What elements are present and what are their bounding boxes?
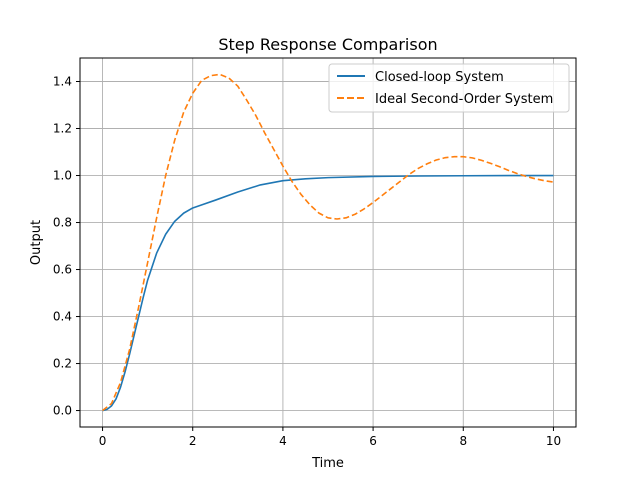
legend-label-ideal-second-order: Ideal Second-Order System [375, 92, 553, 107]
ticks: 0 2 4 6 8 10 0.0 0.2 0.4 0.6 0.8 1.0 1.2 1.4 [53, 75, 561, 448]
closed-loop-series-line [102, 174, 554, 412]
legend: Closed-loop System Ideal Second-Order Sy… [328, 63, 570, 113]
y-tick-label: 0.6 [53, 263, 72, 277]
legend-label-closed-loop: Closed-loop System [375, 70, 504, 85]
y-tick-label: 1.4 [53, 75, 72, 89]
y-tick-label: 1.0 [53, 169, 72, 183]
grid [80, 58, 576, 427]
x-tick-label: 10 [546, 434, 561, 448]
y-tick-label: 0.4 [53, 310, 72, 324]
x-tick-label: 4 [279, 434, 287, 448]
y-tick-label: 0.2 [53, 357, 72, 371]
ideal-second-order-series-line [102, 73, 554, 412]
chart-title: Step Response Comparison [218, 35, 437, 54]
x-tick-label: 6 [369, 434, 377, 448]
x-tick-label: 2 [189, 434, 197, 448]
y-tick-label: 1.2 [53, 122, 72, 136]
y-axis-label: Output [29, 220, 44, 265]
y-tick-label: 0.0 [53, 404, 72, 418]
legend-box [328, 63, 570, 113]
x-axis-label: Time [311, 456, 344, 471]
plot-lines [102, 73, 554, 412]
x-tick-label: 8 [459, 434, 467, 448]
x-tick-label: 0 [99, 434, 107, 448]
y-tick-label: 0.8 [53, 216, 72, 230]
axes-frame [79, 57, 577, 428]
